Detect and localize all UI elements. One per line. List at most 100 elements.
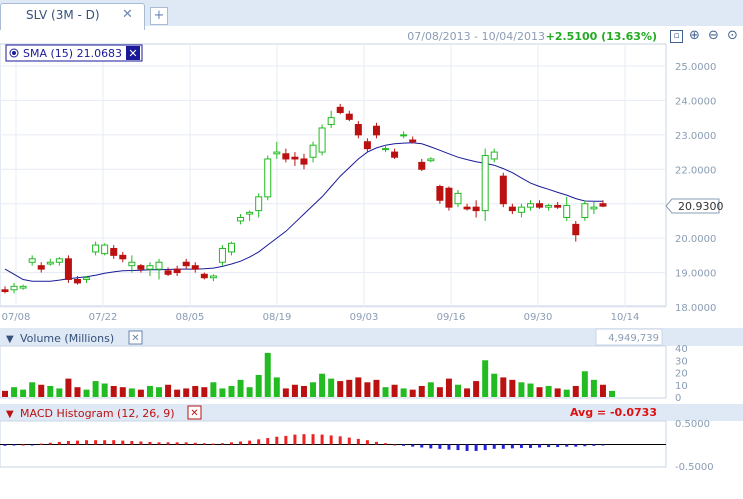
volume-bar: [554, 388, 561, 397]
macd-bar: [21, 444, 25, 446]
macd-bar: [39, 443, 43, 445]
candle: [119, 251, 127, 263]
volume-bar: [509, 379, 516, 397]
fit-icon[interactable]: ▫: [670, 30, 683, 43]
price-tick-label: 22.0000: [675, 165, 716, 176]
macd-bar: [112, 440, 116, 445]
candle-body: [255, 196, 263, 212]
macd-bar: [393, 444, 397, 446]
volume-tick-label: 0: [675, 393, 681, 404]
candle-body: [563, 204, 571, 218]
zoom-out-icon[interactable]: ⊖: [708, 28, 719, 43]
add-tab-button[interactable]: +: [150, 7, 168, 25]
volume-close-icon[interactable]: [128, 330, 143, 345]
volume-bar: [500, 377, 507, 397]
candle-body: [264, 158, 272, 198]
sma-radio-icon[interactable]: [12, 51, 16, 55]
candle-body: [345, 113, 353, 120]
zoom-reset-icon[interactable]: ⊙: [727, 28, 738, 43]
macd-bar: [48, 442, 52, 445]
macd-tick-label: -0.5000: [675, 462, 714, 473]
candle-body: [536, 203, 544, 208]
volume-bar: [192, 385, 199, 397]
svg-text:✕: ✕: [190, 408, 198, 419]
price-tick-label: 19.0000: [675, 269, 716, 280]
macd-bar: [3, 444, 7, 446]
tab-close-icon[interactable]: ✕: [122, 7, 133, 22]
volume-bar: [491, 373, 498, 397]
macd-bar: [501, 444, 505, 449]
date-axis: 07/08 07/22 08/05 08/19 09/03 09/16 09/30 10/14: [2, 312, 640, 323]
macd-bar: [157, 442, 161, 445]
volume-bar: [29, 382, 36, 397]
macd-bar: [365, 440, 369, 445]
candle-body: [418, 161, 426, 170]
volume-bar: [65, 378, 72, 397]
volume-bar: [536, 387, 543, 397]
candle-body: [173, 268, 181, 274]
candle: [418, 158, 426, 172]
candle-body: [46, 261, 54, 265]
candle: [354, 121, 362, 139]
volume-bar: [527, 383, 534, 397]
volume-bar: [300, 385, 307, 397]
sma-series-line: [4, 142, 603, 282]
sma-close-icon[interactable]: [126, 46, 140, 60]
macd-collapse-icon[interactable]: ▼: [6, 409, 14, 420]
macd-bar: [230, 442, 233, 445]
sma-legend[interactable]: SMA (15) 21.0683 ✕: [5, 44, 143, 62]
candle: [436, 184, 444, 204]
volume-collapse-icon[interactable]: ▼: [6, 334, 14, 345]
candle: [490, 148, 498, 163]
macd-bar: [574, 444, 578, 447]
macd-bar: [284, 435, 288, 445]
date-tick-label: 10/14: [611, 312, 640, 323]
candle: [590, 201, 598, 215]
candle-body: [499, 175, 507, 205]
macd-close-icon[interactable]: [187, 405, 202, 420]
candle-body: [309, 144, 317, 158]
price-axis: 18.000019.000020.000021.000022.000023.00…: [675, 62, 716, 314]
candle: [463, 203, 471, 211]
volume-bar: [128, 388, 135, 397]
macd-bar: [57, 441, 61, 445]
candle-body: [282, 153, 290, 160]
macd-bar: [293, 434, 297, 445]
volume-bar: [464, 388, 471, 397]
candle: [336, 103, 344, 115]
candle: [128, 255, 136, 273]
volume-bar: [319, 373, 326, 397]
candle: [209, 274, 217, 282]
candle-body: [554, 204, 562, 208]
candle-body: [454, 192, 462, 205]
candle: [291, 152, 299, 166]
candle-body: [508, 206, 516, 212]
candle-body: [155, 261, 163, 270]
volume-bar: [482, 360, 489, 397]
candle: [481, 148, 489, 221]
volume-bar: [255, 374, 262, 397]
candle: [64, 255, 72, 283]
last-price-box: 20.9300: [665, 198, 724, 214]
candle: [182, 258, 190, 270]
candle-body: [128, 261, 136, 267]
candle-body: [110, 247, 118, 256]
macd-bar: [338, 436, 342, 445]
volume-bar: [273, 377, 280, 397]
volume-bar: [346, 379, 353, 397]
macd-bar: [528, 444, 532, 448]
tab-slv[interactable]: SLV (3M - D) ✕: [0, 3, 145, 30]
candle-body: [92, 244, 100, 253]
macd-bar: [103, 440, 107, 445]
zoom-in-icon[interactable]: ⊕: [689, 28, 700, 43]
tab-label: SLV (3M - D): [26, 8, 100, 22]
macd-bar: [538, 444, 542, 448]
volume-bar: [146, 385, 153, 397]
volume-bar: [373, 379, 380, 397]
candle: [409, 136, 417, 144]
volume-bar: [581, 371, 588, 397]
date-tick-label: 09/03: [350, 312, 379, 323]
candle: [1, 286, 9, 294]
candle-body: [327, 117, 335, 126]
volume-bar: [137, 389, 144, 397]
